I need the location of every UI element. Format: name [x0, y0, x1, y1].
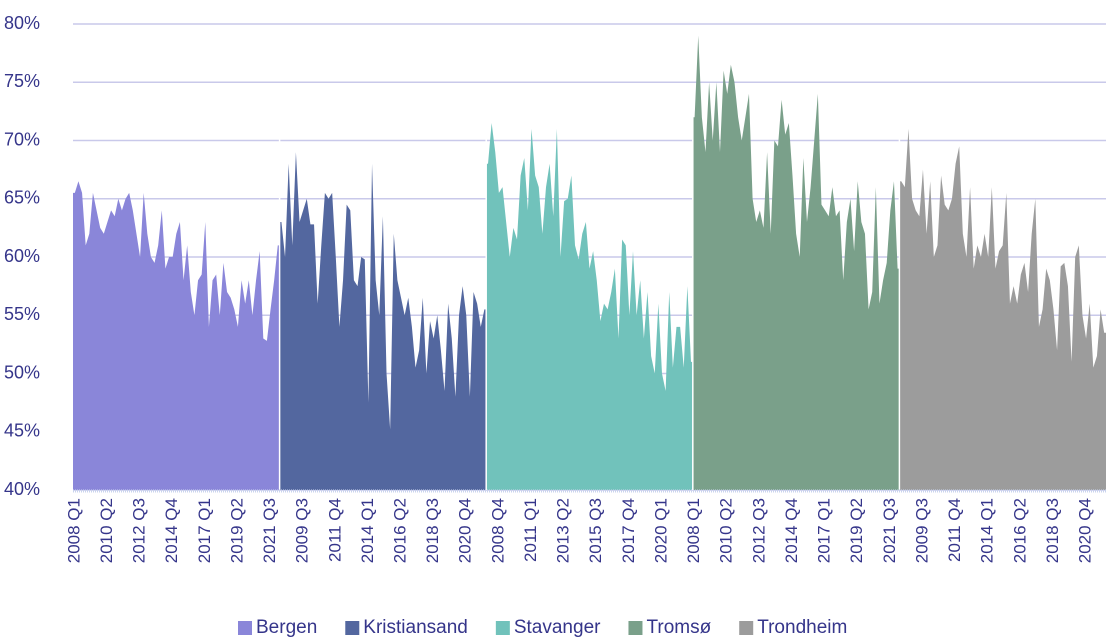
- area: [899, 128, 1106, 490]
- legend-label: Stavanger: [514, 617, 601, 638]
- x-tick-label: 2020 Q4: [1076, 498, 1095, 563]
- x-tick-label: 2014 Q1: [358, 498, 377, 563]
- x-tick-label: 2017 Q1: [815, 498, 834, 563]
- y-tick-label: 40%: [4, 479, 40, 499]
- x-tick-label: 2012 Q3: [749, 498, 768, 563]
- x-tick-label: 2018 Q3: [423, 498, 442, 563]
- area: [73, 181, 280, 490]
- legend-swatch: [628, 621, 643, 635]
- y-tick-label: 65%: [4, 188, 40, 208]
- x-tick-label: 2010 Q2: [717, 498, 736, 563]
- legend-swatch: [739, 621, 754, 635]
- x-tick-label: 2009 Q3: [293, 498, 312, 563]
- y-tick-label: 50%: [4, 362, 40, 382]
- x-tick-label: 2020 Q4: [456, 498, 475, 563]
- x-tick-label: 2020 Q1: [651, 498, 670, 563]
- area: [486, 123, 693, 491]
- x-tick-label: 2009 Q3: [912, 498, 931, 563]
- y-tick-label: 55%: [4, 304, 40, 324]
- legend-swatch: [238, 621, 252, 635]
- x-tick-label: 2019 Q2: [227, 498, 246, 563]
- x-tick-label: 2016 Q2: [391, 498, 410, 563]
- x-tick-label: 2011 Q4: [325, 498, 344, 562]
- x-tick-label: 2013 Q2: [554, 498, 573, 563]
- x-tick-label: 2011 Q1: [521, 498, 540, 562]
- x-tick-label: 2014 Q4: [782, 498, 801, 563]
- x-tick-label: 2021 Q3: [880, 498, 899, 563]
- y-tick-label: 75%: [4, 71, 40, 91]
- legend-swatch: [495, 621, 510, 635]
- legend-label: Bergen: [256, 617, 317, 638]
- x-tick-label: 2015 Q3: [586, 498, 605, 563]
- x-tick-label: 2008 Q4: [488, 498, 507, 563]
- legend-label: Trondheim: [757, 617, 847, 638]
- legend-swatch: [345, 621, 360, 635]
- area: [279, 152, 487, 490]
- x-tick-label: 2012 Q3: [130, 498, 149, 563]
- x-tick-label: 2018 Q3: [1043, 498, 1062, 563]
- x-tick-label: 2010 Q2: [97, 498, 116, 563]
- x-tick-label: 2014 Q1: [978, 498, 997, 563]
- x-tick-label: 2017 Q4: [619, 498, 638, 563]
- y-tick-label: 80%: [4, 13, 40, 33]
- x-tick-label: 2008 Q1: [684, 498, 703, 563]
- y-tick-label: 45%: [4, 421, 40, 441]
- x-tick-label: 2016 Q2: [1010, 498, 1029, 563]
- x-tick-label: 2008 Q1: [64, 498, 83, 563]
- x-tick-label: 2011 Q4: [945, 498, 964, 562]
- y-tick-label: 60%: [4, 246, 40, 266]
- x-tick-label: 2021 Q3: [260, 498, 279, 563]
- legend-label: Tromsø: [646, 617, 711, 638]
- legend: Bergen Kristiansand Stavanger Tromsø Trondhe…: [238, 617, 847, 638]
- area: [692, 35, 900, 491]
- x-tick-label: 2017 Q1: [195, 498, 214, 563]
- y-tick-label: 70%: [4, 129, 40, 149]
- x-tick-label: 2014 Q4: [162, 498, 181, 563]
- legend-label: Kristiansand: [363, 617, 468, 638]
- x-tick-label: 2019 Q2: [847, 498, 866, 563]
